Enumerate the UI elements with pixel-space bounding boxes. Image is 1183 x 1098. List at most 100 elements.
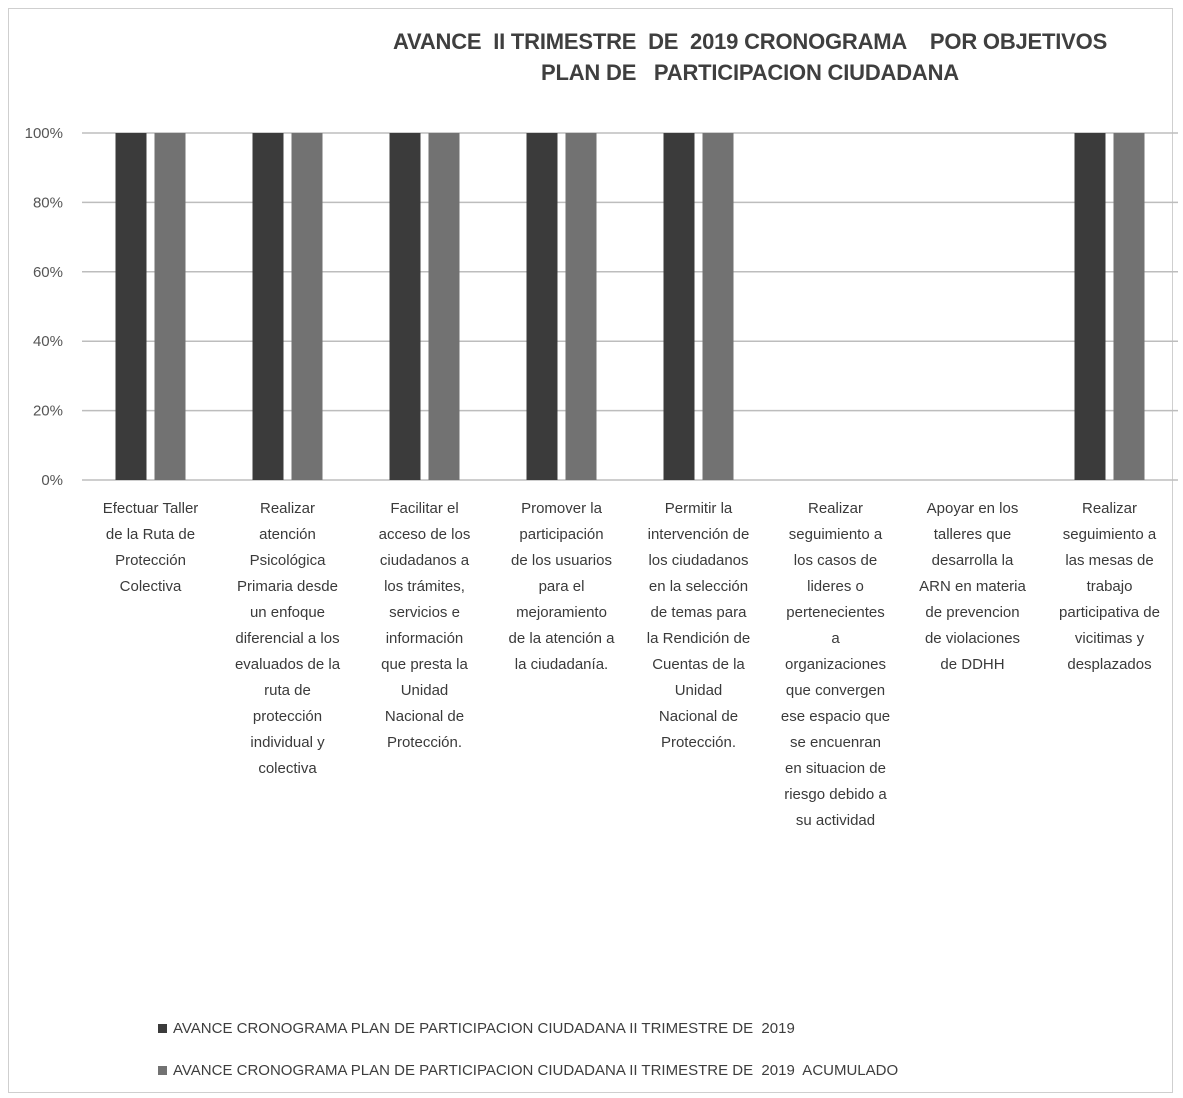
x-category-label-line: diferencial a los [235, 630, 340, 647]
x-category-label-line: en situacion de [785, 760, 886, 777]
x-category-label-line: se encuenran [790, 734, 881, 751]
x-category-label-line: Protección. [386, 734, 463, 751]
x-category-label-line: de la atención a [508, 630, 615, 647]
x-category-label: Realizar seguimiento a los casos de lideres… [767, 496, 905, 834]
x-category-label-line: Psicológica [249, 552, 326, 569]
legend-swatch-series-2 [158, 1066, 167, 1075]
bar-series-2 [154, 133, 186, 480]
x-category-label: Permitir la intervención de los ciudadanos… [630, 496, 768, 756]
x-category-label: Facilitar el acceso de los ciudadanos a los… [356, 496, 494, 756]
x-category-label-line: Nacional de [658, 708, 739, 725]
chart-title-line-2: PLAN DE PARTICIPACION CIUDADANA [541, 60, 959, 85]
x-category-label-line: Protección. [660, 734, 737, 751]
y-tick-label: 40% [33, 333, 63, 350]
x-category-label-line: Unidad [674, 682, 723, 699]
x-category-label: Apoyar en los talleres que desarrolla la AR… [904, 496, 1042, 678]
y-tick-label: 80% [33, 194, 63, 211]
x-category-label-line: de prevencion [925, 604, 1020, 621]
legend-item-series-2: AVANCE CRONOGRAMA PLAN DE PARTICIPACION … [158, 1062, 898, 1079]
legend-label-series-2: AVANCE CRONOGRAMA PLAN DE PARTICIPACION … [173, 1062, 899, 1079]
x-category-label-line: Unidad [400, 682, 449, 699]
legend-label-series-1: AVANCE CRONOGRAMA PLAN DE PARTICIPACION … [173, 1020, 795, 1037]
x-category-label-line: Primaria desde [237, 578, 338, 595]
x-category-label-line: los casos de [793, 552, 878, 569]
x-category-label-line: ruta de [264, 682, 311, 699]
x-category-label-line: participativa de [1059, 604, 1160, 621]
x-category-label: Efectuar Taller de la Ruta de Protección Co… [82, 496, 220, 600]
x-category-label-line: que convergen [785, 682, 886, 699]
bar-series-1 [389, 133, 421, 480]
x-category-label-line: riesgo debido a [784, 786, 887, 803]
x-category-label-line: Promover la [521, 500, 602, 517]
x-category-label-line: Realizar [1081, 500, 1138, 517]
x-category-label: Realizar seguimiento a las mesas de trabajo… [1041, 496, 1179, 678]
x-category-label-line: en la selección [648, 578, 749, 595]
chart-title: AVANCE II TRIMESTRE DE 2019 CRONOGRAMA P… [290, 26, 1183, 88]
x-category-label-line: información [385, 630, 464, 647]
x-category-label-line: vicitimas y [1074, 630, 1145, 647]
x-category-label-line: seguimiento a [788, 526, 883, 543]
x-category-label-line: los ciudadanos [648, 552, 749, 569]
y-tick-label: 60% [33, 264, 63, 281]
x-category-label-line: servicios e [389, 604, 460, 621]
bar-series-1 [115, 133, 147, 480]
x-category-label-line: ciudadanos a [379, 552, 470, 569]
x-category-label-line: para el [538, 578, 585, 595]
x-category-label-line: Efectuar Taller [102, 500, 199, 517]
x-category-label-line: protección [252, 708, 323, 725]
x-category-label-line: las mesas de [1065, 552, 1154, 569]
bar-series-2 [565, 133, 597, 480]
x-category-label-line: ARN en materia [919, 578, 1026, 595]
bar-series-1 [663, 133, 695, 480]
x-category-label-line: evaluados de la [234, 656, 341, 673]
x-category-label-line: organizaciones [785, 656, 886, 673]
bar-series-2 [428, 133, 460, 480]
x-category-label-line: Colectiva [119, 578, 182, 595]
x-category-label-line: Facilitar el [390, 500, 459, 517]
x-category-label-line: desarrolla la [931, 552, 1014, 569]
x-category-label-line: participación [519, 526, 604, 543]
x-category-label-line: colectiva [258, 760, 317, 777]
x-category-label-line: Cuentas de la [652, 656, 745, 673]
x-category-label-line: mejoramiento [516, 604, 607, 621]
legend-swatch-series-1 [158, 1024, 167, 1033]
x-category-label-line: de violaciones [924, 630, 1021, 647]
x-category-label-line: Realizar [259, 500, 316, 517]
x-category-label-line: la ciudadanía. [514, 656, 609, 673]
x-category-label-line: su actividad [795, 812, 876, 829]
x-category-label-line: trabajo [1086, 578, 1133, 595]
x-category-label-line: desplazados [1067, 656, 1152, 673]
chart-title-line-1: AVANCE II TRIMESTRE DE 2019 CRONOGRAMA P… [392, 29, 1108, 54]
y-tick-label: 100% [25, 125, 63, 142]
bar-series-1 [1074, 133, 1106, 480]
bar-series-2 [291, 133, 323, 480]
x-category-label-line: acceso de los [378, 526, 471, 543]
x-category-label-line: los trámites, [384, 578, 465, 595]
x-category-label-line: individual y [250, 734, 325, 751]
x-category-label-line: Permitir la [664, 500, 733, 517]
x-category-label-line: un enfoque [249, 604, 326, 621]
bar-series-2 [702, 133, 734, 480]
x-category-label-line: talleres que [933, 526, 1012, 543]
x-category-label-line: Protección [115, 552, 186, 569]
x-category-label-line: intervención de [647, 526, 750, 543]
legend-item-series-1: AVANCE CRONOGRAMA PLAN DE PARTICIPACION … [158, 1020, 795, 1037]
x-category-label-line: la Rendición de [646, 630, 751, 647]
bar-series-1 [526, 133, 558, 480]
x-category-label-line: de la Ruta de [105, 526, 196, 543]
y-tick-label: 20% [33, 403, 63, 420]
x-category-label-line: que presta la [381, 656, 468, 673]
x-category-label-line: Nacional de [384, 708, 465, 725]
x-category-label-line: a [831, 630, 840, 647]
x-category-label: Promover la participación de los usuarios p… [493, 496, 631, 678]
x-category-label-line: de los usuarios [511, 552, 612, 569]
x-category-label-line: seguimiento a [1062, 526, 1157, 543]
x-category-label-line: pertenecientes [786, 604, 885, 621]
bar-series-2 [1113, 133, 1145, 480]
x-category-label-line: atención [259, 526, 316, 543]
x-category-label-line: Apoyar en los [926, 500, 1019, 517]
x-category-label-line: lideres o [807, 578, 864, 595]
x-category-label-line: de temas para [650, 604, 747, 621]
x-category-label-line: Realizar [807, 500, 864, 517]
